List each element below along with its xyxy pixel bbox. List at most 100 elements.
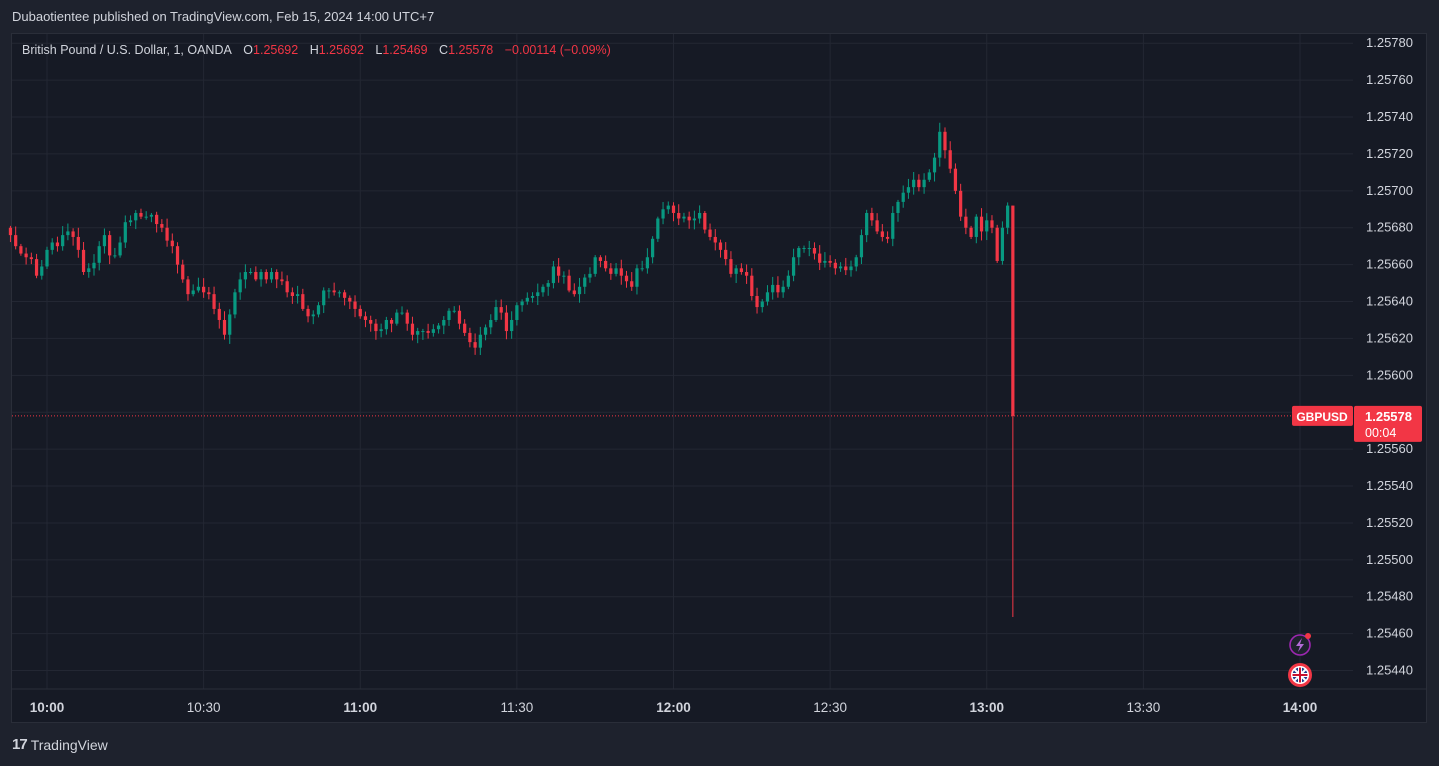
flash-alert-icon[interactable]	[1289, 633, 1311, 656]
candle-body	[651, 238, 655, 258]
symbol-title[interactable]: British Pound / U.S. Dollar, 1, OANDA	[22, 43, 232, 57]
candle-body	[515, 305, 519, 320]
candle-body	[108, 235, 112, 256]
chart-pane[interactable]	[11, 33, 1427, 723]
candle-body	[301, 294, 305, 309]
candle-body	[583, 277, 587, 287]
candle-body	[901, 192, 905, 202]
candle-body	[421, 331, 425, 333]
candle-body	[379, 329, 383, 332]
uk-flag-icon[interactable]	[1288, 663, 1312, 687]
candle-body	[457, 310, 462, 324]
candle-body	[348, 297, 352, 302]
candle-body	[186, 279, 190, 295]
ohlc-legend: British Pound / U.S. Dollar, 1, OANDA O1…	[22, 43, 611, 57]
candle-body	[541, 286, 545, 293]
candle-body	[771, 284, 775, 293]
x-tick-label: 12:00	[656, 700, 691, 715]
y-tick-label: 1.25780	[1366, 35, 1413, 50]
y-tick-label: 1.25640	[1366, 294, 1413, 309]
candle-body	[395, 312, 399, 324]
candle-body	[536, 292, 540, 296]
candle-body	[489, 319, 493, 328]
candle-body	[66, 231, 70, 236]
candle-body	[990, 220, 994, 228]
candle-body	[55, 242, 60, 247]
candle-body	[165, 227, 169, 241]
ticker-badge-label: GBPUSD	[1296, 410, 1348, 424]
candle-body	[682, 216, 686, 219]
candle-body	[630, 281, 634, 287]
candle-body	[724, 249, 728, 260]
candle-body	[452, 310, 456, 312]
candle-body	[969, 227, 973, 237]
open-value: 1.25692	[253, 43, 299, 57]
candle-body	[24, 253, 28, 258]
candle-body	[995, 227, 999, 261]
candle-body	[280, 279, 284, 282]
candle-body	[823, 260, 827, 263]
candle-body	[619, 268, 623, 276]
candle-body	[285, 281, 289, 293]
candle-body	[750, 275, 754, 296]
candle-body	[149, 214, 154, 217]
tradingview-logo[interactable]: 17 TradingView	[12, 736, 108, 753]
candle-body	[791, 257, 796, 276]
candle-body	[40, 266, 44, 276]
candle-body	[671, 205, 676, 213]
candle-body	[238, 279, 242, 293]
candle-body	[765, 292, 770, 302]
candle-body	[713, 236, 717, 243]
candle-body	[76, 236, 80, 250]
candle-body	[645, 257, 650, 269]
x-tick-label: 14:00	[1283, 700, 1318, 715]
candle-body	[327, 290, 331, 292]
candle-body	[666, 205, 670, 210]
candle-body	[624, 275, 629, 282]
candle-body	[755, 296, 759, 308]
candle-body	[504, 312, 509, 332]
candle-body	[269, 272, 274, 280]
candle-body	[405, 312, 409, 324]
candle-body	[332, 290, 336, 293]
candle-body	[1000, 227, 1005, 261]
y-tick-label: 1.25700	[1366, 183, 1413, 198]
low-value: 1.25469	[382, 43, 428, 57]
close-label: C	[439, 43, 449, 57]
candle-body	[812, 248, 817, 254]
y-tick-label: 1.25460	[1366, 626, 1413, 641]
candle-body	[593, 257, 597, 274]
candle-body	[562, 275, 566, 277]
candle-body	[212, 294, 216, 309]
y-tick-label: 1.25480	[1366, 589, 1413, 604]
y-tick-label: 1.25500	[1366, 552, 1413, 567]
high-value: 1.25692	[318, 43, 364, 57]
candle-body	[797, 248, 801, 258]
y-tick-label: 1.25660	[1366, 257, 1413, 272]
candle-body	[781, 286, 785, 293]
candle-body	[661, 209, 665, 219]
candle-body	[322, 290, 326, 306]
candle-body	[838, 266, 843, 269]
candle-body	[8, 227, 13, 236]
candle-body	[604, 260, 608, 269]
candle-body	[468, 332, 472, 343]
candle-body	[113, 255, 117, 257]
candle-body	[118, 242, 122, 256]
candle-body	[243, 272, 248, 280]
candle-body	[572, 290, 576, 295]
candle-body	[254, 272, 258, 280]
candle-body	[431, 329, 435, 333]
candle-body	[546, 283, 550, 287]
tradingview-logo-icon: 17	[12, 736, 28, 753]
candle-body	[520, 301, 524, 306]
candle-body	[295, 294, 300, 296]
candle-body	[744, 272, 749, 276]
tradingview-brand: TradingView	[30, 736, 108, 753]
x-tick-label: 11:30	[500, 700, 533, 715]
candle-body	[19, 246, 23, 254]
last-price-value: 1.25578	[1365, 409, 1412, 424]
low-label: L	[375, 43, 383, 57]
candle-body	[859, 235, 864, 258]
